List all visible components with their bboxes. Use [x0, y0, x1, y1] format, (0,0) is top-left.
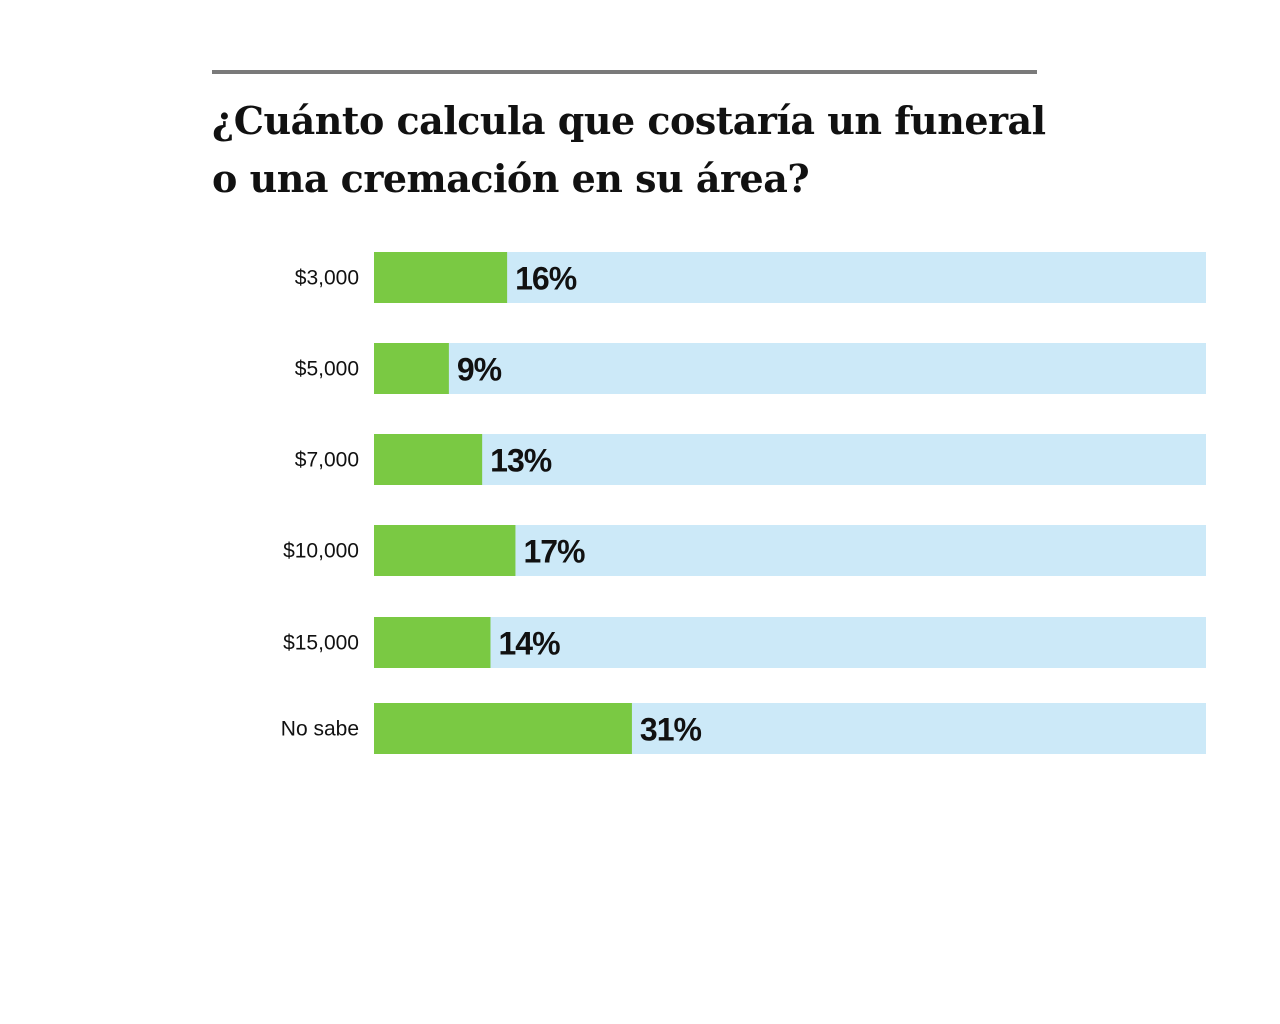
- bar-row: No sabe 31%: [281, 703, 1206, 754]
- value-label: 9%: [457, 352, 502, 388]
- bar-row: $7,000 13%: [295, 434, 1206, 485]
- category-label: $5,000: [295, 358, 359, 381]
- value-label: 31%: [640, 712, 702, 748]
- category-label: $3,000: [295, 267, 359, 290]
- value-label: 13%: [490, 443, 552, 479]
- bar: [374, 343, 449, 394]
- bar: [374, 525, 516, 576]
- bar-row: $3,000 16%: [295, 252, 1206, 303]
- bar: [374, 252, 508, 303]
- category-label: No sabe: [281, 718, 359, 741]
- title-rule: [212, 70, 1037, 74]
- bar-row: $15,000 14%: [283, 617, 1206, 668]
- bar-row: $10,000 17%: [283, 525, 1206, 576]
- bar-track: [374, 434, 1206, 485]
- bar-row: $5,000 9%: [295, 343, 1206, 394]
- bars-group: $3,000 16% $5,000 9% $7,000 13% $10,000 17% $15,…: [281, 252, 1206, 754]
- chart-title: ¿Cuánto calcula que costaría un funeral …: [212, 98, 1046, 201]
- bar: [374, 703, 632, 754]
- bar-track: [374, 252, 1206, 303]
- value-label: 14%: [498, 626, 560, 662]
- category-label: $10,000: [283, 540, 359, 563]
- bar: [374, 434, 483, 485]
- value-label: 17%: [523, 534, 585, 570]
- category-label: $7,000: [295, 449, 359, 472]
- bar: [374, 617, 491, 668]
- category-label: $15,000: [283, 632, 359, 655]
- value-label: 16%: [515, 261, 577, 297]
- bar-track: [374, 617, 1206, 668]
- bar-track: [374, 343, 1206, 394]
